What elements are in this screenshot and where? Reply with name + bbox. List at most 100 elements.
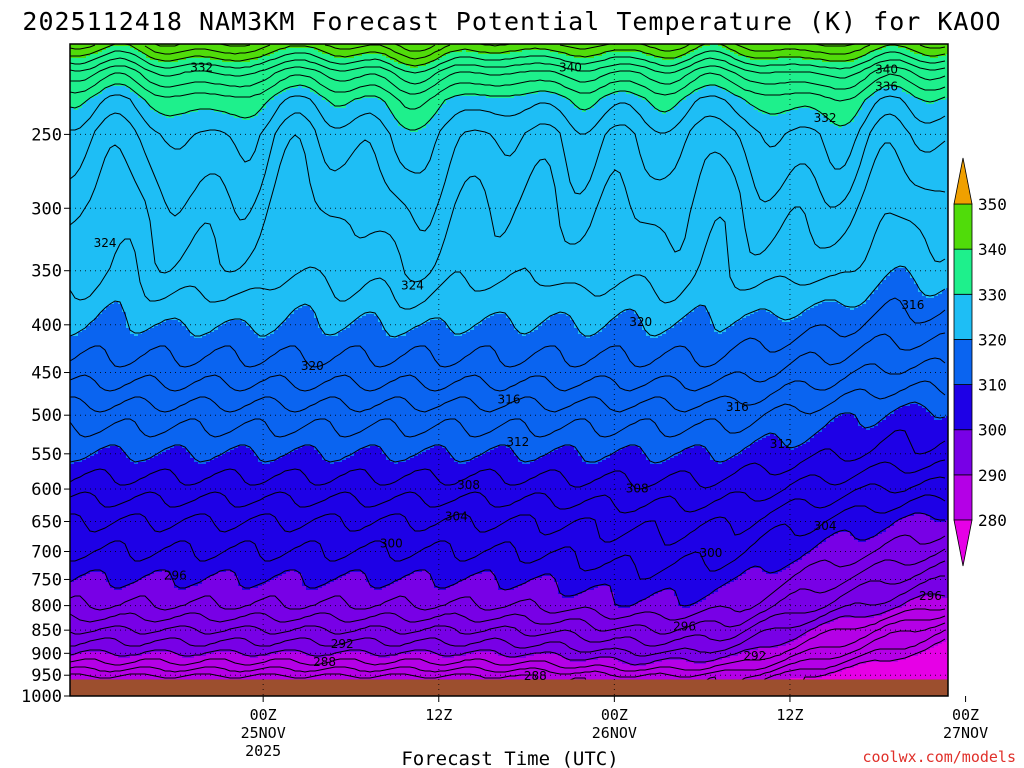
band-cell (438, 44, 443, 59)
band-cell (898, 520, 903, 609)
band-cell (722, 462, 727, 587)
band-cell (366, 448, 371, 583)
band-cell (130, 462, 135, 585)
band-cell (370, 446, 375, 589)
band-cell (730, 458, 735, 583)
band-cell (778, 572, 783, 647)
colorbar-label: 350 (978, 195, 1007, 214)
band-cell (886, 416, 891, 529)
band-cell (394, 62, 399, 121)
band-cell (222, 652, 227, 696)
band-cell (226, 114, 231, 323)
band-cell (654, 58, 659, 111)
band-cell (162, 44, 167, 63)
band-cell (870, 44, 875, 53)
band-cell (194, 58, 199, 113)
band-cell (918, 44, 923, 55)
band-cell (218, 112, 223, 327)
band-cell (586, 338, 591, 465)
band-cell (486, 452, 491, 573)
band-cell (674, 660, 679, 696)
band-cell (166, 44, 171, 63)
band-cell (682, 44, 687, 57)
band-cell (906, 44, 911, 51)
band-cell (506, 658, 511, 696)
band-cell (582, 112, 587, 337)
band-cell (466, 44, 471, 53)
band-cell (906, 602, 911, 659)
band-cell (938, 522, 943, 597)
band-cell (794, 448, 799, 563)
band-cell (310, 48, 315, 93)
band-cell (754, 44, 759, 61)
band-cell (710, 324, 715, 461)
band-cell (206, 654, 211, 696)
band-cell (74, 462, 79, 581)
band-cell (770, 434, 775, 575)
band-cell (390, 462, 395, 585)
band-cell (142, 654, 147, 696)
band-cell (794, 110, 799, 319)
band-cell (534, 94, 539, 331)
band-cell (326, 54, 331, 103)
band-cell (94, 96, 99, 319)
contour-label: 340 (875, 63, 898, 77)
band-cell (678, 322, 683, 455)
band-cell (582, 662, 587, 696)
band-cell (358, 100, 363, 319)
band-cell (914, 284, 919, 405)
band-cell (70, 464, 75, 583)
band-cell (918, 406, 923, 515)
band-cell (582, 58, 587, 113)
band-cell (414, 132, 419, 329)
band-cell (414, 652, 419, 696)
band-cell (542, 654, 547, 696)
band-cell (242, 656, 247, 696)
band-cell (786, 644, 791, 681)
band-cell (166, 62, 171, 119)
band-cell (850, 122, 855, 311)
band-cell (546, 454, 551, 577)
band-cell (282, 652, 287, 696)
band-cell (350, 102, 355, 325)
band-cell (274, 330, 279, 461)
band-cell (878, 90, 883, 285)
band-cell (150, 652, 155, 696)
band-cell (158, 652, 163, 696)
band-cell (726, 92, 731, 329)
contour-label: 340 (559, 61, 582, 75)
band-cell (882, 280, 887, 421)
band-cell (106, 306, 111, 449)
band-cell (726, 44, 731, 51)
band-cell (874, 290, 879, 427)
band-cell (174, 320, 179, 447)
band-cell (250, 44, 255, 61)
band-cell (422, 652, 427, 696)
band-cell (838, 618, 843, 673)
band-cell (762, 572, 767, 649)
band-cell (810, 438, 815, 551)
band-cell (934, 646, 939, 696)
band-cell (934, 58, 939, 103)
band-cell (490, 652, 495, 696)
band-cell (794, 58, 799, 111)
band-cell (386, 44, 391, 59)
band-cell (106, 88, 111, 307)
band-cell (322, 100, 327, 335)
band-cell (590, 58, 595, 109)
band-cell (810, 110, 815, 309)
band-cell (758, 60, 763, 113)
band-cell (438, 590, 443, 657)
band-cell (666, 590, 671, 661)
band-cell (78, 44, 83, 59)
band-cell (610, 52, 615, 95)
band-cell (602, 98, 607, 329)
band-cell (326, 584, 331, 657)
band-cell (454, 44, 459, 53)
band-cell (454, 96, 459, 337)
band-cell (938, 294, 943, 421)
band-cell (542, 322, 547, 457)
band-cell (190, 112, 195, 337)
band-cell (694, 44, 699, 51)
